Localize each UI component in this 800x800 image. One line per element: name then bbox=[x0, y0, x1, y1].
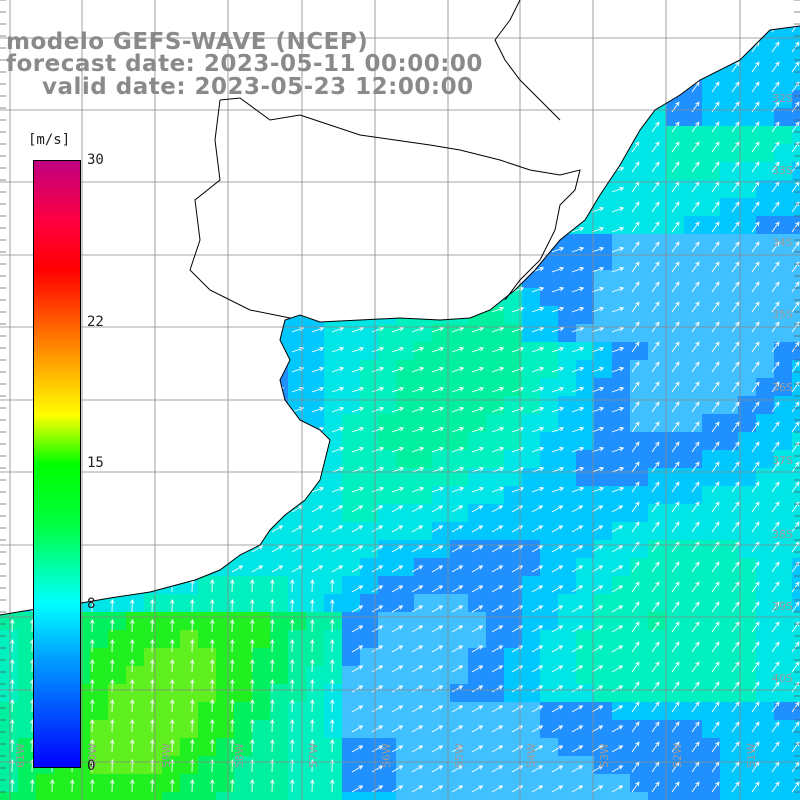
latitude-label: 37S bbox=[772, 454, 793, 467]
valid-date: valid date: 2023-05-23 12:00:00 bbox=[42, 74, 474, 100]
coastline-path bbox=[0, 25, 800, 616]
latitude-label: 38S bbox=[772, 528, 793, 541]
legend-tick-label: 0 bbox=[87, 758, 96, 774]
land-mask bbox=[0, 0, 800, 615]
longitude-label: 58W bbox=[233, 743, 246, 768]
legend-tick-label: 30 bbox=[87, 152, 104, 168]
longitude-label: 56W bbox=[380, 743, 393, 768]
legend-unit: [m/s] bbox=[28, 132, 71, 148]
longitude-label: 53W bbox=[598, 743, 611, 768]
longitude-label: 55W bbox=[453, 743, 466, 768]
model-title: modelo GEFS-WAVE (NCEP) bbox=[6, 29, 369, 55]
latitude-label: 40S bbox=[772, 672, 793, 685]
legend-tick-label: 15 bbox=[87, 455, 104, 471]
latitude-label: 32S bbox=[772, 92, 793, 105]
longitude-label: 54W bbox=[525, 743, 538, 768]
coastline bbox=[0, 0, 800, 616]
longitude-label: 51W bbox=[745, 743, 758, 768]
longitude-label: 59W bbox=[160, 743, 173, 768]
latitude-label: 39S bbox=[772, 600, 793, 613]
latitude-labels: 32S 33S 34S 35S 36S 37S 38S 39S 40S bbox=[772, 92, 793, 685]
longitude-label: 60W bbox=[86, 743, 99, 768]
legend-tick-label: 8 bbox=[87, 596, 96, 613]
latitude-label: 34S bbox=[772, 236, 793, 249]
river-path bbox=[494, 0, 561, 121]
legend-tick-label: 22 bbox=[87, 313, 104, 330]
latitude-label: 36S bbox=[772, 381, 793, 394]
uruguay-border-path bbox=[189, 97, 581, 319]
longitude-label: 52W bbox=[671, 743, 684, 768]
longitude-labels: 61W 60W 59W 58W 57W 56W 55W 54W 53W 52W 51W bbox=[14, 743, 758, 768]
uruguay-argentina-land bbox=[0, 0, 800, 615]
longitude-label: 61W bbox=[14, 743, 27, 768]
forecast-date: forecast date: 2023-05-11 00:00:00 bbox=[6, 51, 483, 77]
longitude-label: 57W bbox=[307, 743, 320, 768]
legend-color-bar bbox=[33, 160, 81, 768]
latitude-label: 33S bbox=[772, 164, 793, 177]
latitude-label: 35S bbox=[772, 308, 793, 321]
